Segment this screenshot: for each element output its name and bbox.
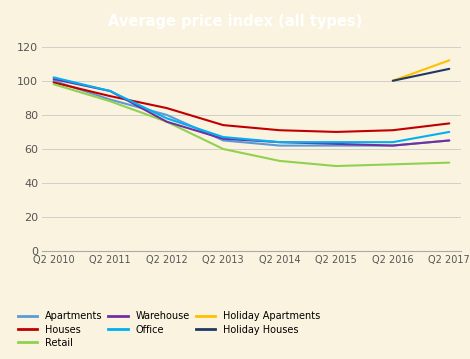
Houses — [277, 128, 282, 132]
Warehouse — [164, 120, 170, 124]
Legend: Apartments, Houses, Retail, Warehouse, Office, Holiday Apartments, Holiday House: Apartments, Houses, Retail, Warehouse, O… — [18, 311, 320, 348]
Office — [446, 130, 452, 134]
Holiday Houses — [390, 79, 396, 83]
Line: Office: Office — [54, 78, 449, 142]
Apartments — [277, 143, 282, 148]
Apartments — [390, 143, 396, 148]
Text: Average price index (all types): Average price index (all types) — [108, 14, 362, 29]
Line: Holiday Apartments: Holiday Apartments — [393, 60, 449, 81]
Apartments — [446, 138, 452, 143]
Office — [164, 116, 170, 121]
Warehouse — [446, 138, 452, 143]
Line: Retail: Retail — [54, 84, 449, 166]
Retail — [446, 160, 452, 165]
Holiday Houses — [446, 67, 452, 71]
Apartments — [51, 79, 56, 83]
Line: Apartments: Apartments — [54, 81, 449, 146]
Warehouse — [390, 143, 396, 148]
Warehouse — [107, 89, 113, 93]
Retail — [220, 147, 226, 151]
Retail — [164, 120, 170, 124]
Apartments — [164, 113, 170, 117]
Retail — [51, 82, 56, 86]
Line: Houses: Houses — [54, 83, 449, 132]
Retail — [333, 164, 339, 168]
Apartments — [107, 97, 113, 102]
Apartments — [220, 138, 226, 143]
Apartments — [333, 143, 339, 148]
Line: Holiday Houses: Holiday Houses — [393, 69, 449, 81]
Houses — [446, 121, 452, 126]
Office — [277, 140, 282, 144]
Office — [220, 135, 226, 139]
Holiday Apartments — [446, 58, 452, 62]
Houses — [164, 106, 170, 110]
Houses — [333, 130, 339, 134]
Retail — [107, 99, 113, 103]
Line: Warehouse: Warehouse — [54, 79, 449, 146]
Office — [390, 140, 396, 144]
Houses — [51, 80, 56, 85]
Warehouse — [51, 77, 56, 81]
Retail — [390, 162, 396, 167]
Warehouse — [277, 140, 282, 144]
Houses — [390, 128, 396, 132]
Office — [107, 89, 113, 93]
Houses — [220, 123, 226, 127]
Retail — [277, 159, 282, 163]
Warehouse — [333, 142, 339, 146]
Houses — [107, 94, 113, 98]
Office — [333, 140, 339, 144]
Holiday Apartments — [390, 79, 396, 83]
Office — [51, 75, 56, 80]
Warehouse — [220, 136, 226, 141]
